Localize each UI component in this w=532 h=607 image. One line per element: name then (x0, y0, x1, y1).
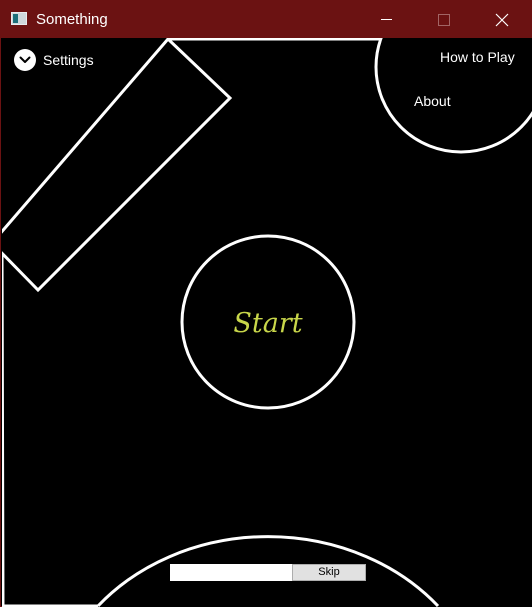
how-to-play-link[interactable]: How to Play (440, 49, 515, 65)
start-button[interactable]: Start (233, 307, 303, 339)
settings-label: Settings (43, 52, 94, 68)
minimize-icon (380, 19, 392, 20)
title-bar[interactable]: Something (1, 1, 531, 38)
start-circle[interactable] (180, 234, 356, 410)
close-icon (495, 13, 509, 26)
chevron-down-icon (14, 49, 36, 71)
app-window-icon (11, 12, 27, 25)
left-border-shape (2, 253, 98, 607)
menu-canvas: Settings How to Play About Start Skip (2, 38, 532, 607)
bottom-arc-shape (96, 535, 440, 607)
skip-button[interactable]: Skip (292, 564, 366, 581)
progress-fill (170, 564, 292, 581)
top-left-diamond-shape (2, 38, 233, 293)
minimize-button[interactable] (357, 1, 415, 38)
top-right-circle[interactable] (374, 38, 532, 154)
close-button[interactable] (473, 1, 531, 38)
window-title: Something (36, 11, 108, 28)
settings-button[interactable]: Settings (14, 48, 94, 72)
about-link[interactable]: About (414, 93, 451, 109)
progress-bar (170, 564, 292, 581)
maximize-button (415, 1, 473, 38)
maximize-icon (438, 13, 450, 26)
